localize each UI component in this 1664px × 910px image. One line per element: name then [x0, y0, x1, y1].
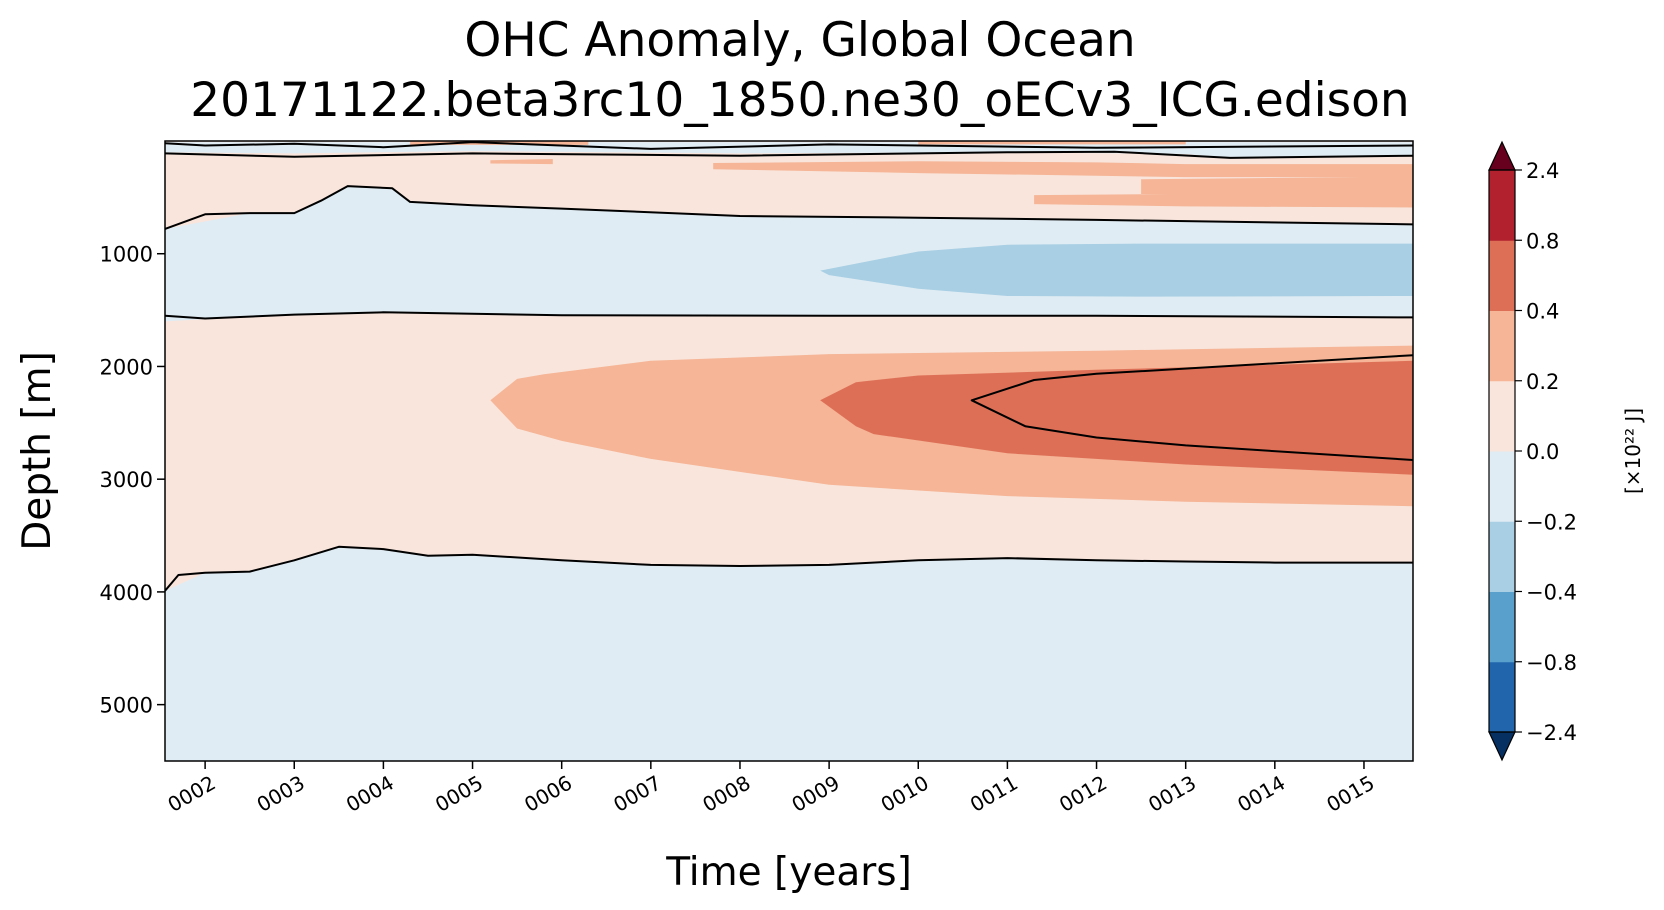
- colorbar-extend-top: [1488, 140, 1516, 171]
- contour-region-3: [820, 243, 1413, 297]
- y-axis-label: Depth [m]: [15, 351, 60, 551]
- colorbar-segment-4: [1489, 380, 1515, 452]
- colorbar-tick-label-6: 0.4: [1526, 300, 1559, 324]
- x-axis-label: Time [years]: [665, 850, 912, 895]
- x-tick-label-0003: 0003: [253, 771, 309, 817]
- colorbar-segment-6: [1489, 240, 1515, 311]
- colorbar-tick-label-5: 0.2: [1526, 370, 1559, 394]
- contour-region-9: [1141, 176, 1413, 198]
- y-tick-label-5000: 5000: [100, 694, 153, 718]
- colorbar-extend-bottom: [1488, 731, 1516, 762]
- colorbar-segment-1: [1489, 591, 1515, 663]
- colorbar-segment-5: [1489, 310, 1515, 382]
- x-tick-label-0015: 0015: [1322, 771, 1378, 817]
- y-tick-label-2000: 2000: [100, 355, 153, 379]
- colorbar-tick-label-7: 0.8: [1526, 229, 1559, 253]
- colorbar-tick-label-1: −0.8: [1526, 651, 1577, 675]
- contour-region-7: [490, 159, 553, 165]
- contour-region-6: [820, 360, 1413, 475]
- x-tick-label-0005: 0005: [431, 771, 487, 817]
- contour-line-0: [165, 141, 1413, 150]
- contour-region-10: [1034, 192, 1413, 208]
- y-tick-label-3000: 3000: [100, 468, 153, 492]
- chart-title: OHC Anomaly, Global Ocean: [464, 13, 1136, 68]
- x-tick-label-0010: 0010: [877, 771, 933, 817]
- contour-fills: [165, 141, 1413, 761]
- colorbar-tick-label-0: −2.4: [1526, 721, 1577, 745]
- contour-region-4: [165, 546, 1413, 761]
- contour-line-5: [165, 545, 1413, 592]
- chart-subtitle: 20171122.beta3rc10_1850.ne30_oECv3_ICG.e…: [190, 73, 1410, 128]
- contour-region-12: [918, 141, 1186, 145]
- x-tick-label-0014: 0014: [1233, 771, 1289, 817]
- y-tick-label-1000: 1000: [100, 243, 153, 267]
- x-tick-label-0011: 0011: [966, 771, 1022, 817]
- colorbar-tick-label-3: −0.2: [1526, 510, 1577, 534]
- colorbar-segment-3: [1489, 451, 1515, 522]
- contour-line-3: [165, 311, 1413, 320]
- contour-line-4: [970, 354, 1413, 461]
- x-tick-label-0004: 0004: [342, 771, 398, 817]
- y-tick-label-4000: 4000: [100, 581, 153, 605]
- contour-line-1: [165, 150, 1413, 159]
- colorbar-tick-label-8: 2.4: [1526, 159, 1559, 183]
- y-axis: 1000 2000 3000 4000 5000: [100, 243, 165, 718]
- x-tick-label-0008: 0008: [698, 771, 754, 817]
- colorbar-tick-label-2: −0.4: [1526, 581, 1577, 605]
- x-tick-label-0013: 0013: [1144, 771, 1200, 817]
- contour-region-8: [713, 161, 1413, 178]
- colorbar-tick-label-4: 0.0: [1526, 440, 1559, 464]
- plot-frame: [164, 140, 1414, 762]
- contour-region-1: [165, 142, 1413, 158]
- colorbar-segment-7: [1489, 170, 1515, 241]
- colorbar-label: [×10²² J]: [1621, 408, 1645, 494]
- colorbar-segment-0: [1489, 661, 1515, 733]
- x-tick-label-0007: 0007: [609, 771, 665, 817]
- x-tick-label-0006: 0006: [520, 771, 576, 817]
- contour-line-2: [165, 185, 1413, 230]
- colorbar: −2.4 −0.8 −0.4 −0.2 0.0 0.2 0.4 0.8 2.4: [1488, 140, 1577, 762]
- x-axis: 0002 0003 0004 0005 0006 0007 0008 0009 0010 0011…: [164, 761, 1378, 817]
- x-tick-label-0012: 0012: [1055, 771, 1111, 817]
- x-tick-label-0002: 0002: [164, 771, 220, 817]
- colorbar-segment-2: [1489, 521, 1515, 592]
- contour-lines: [165, 141, 1413, 592]
- x-tick-label-0009: 0009: [788, 771, 844, 817]
